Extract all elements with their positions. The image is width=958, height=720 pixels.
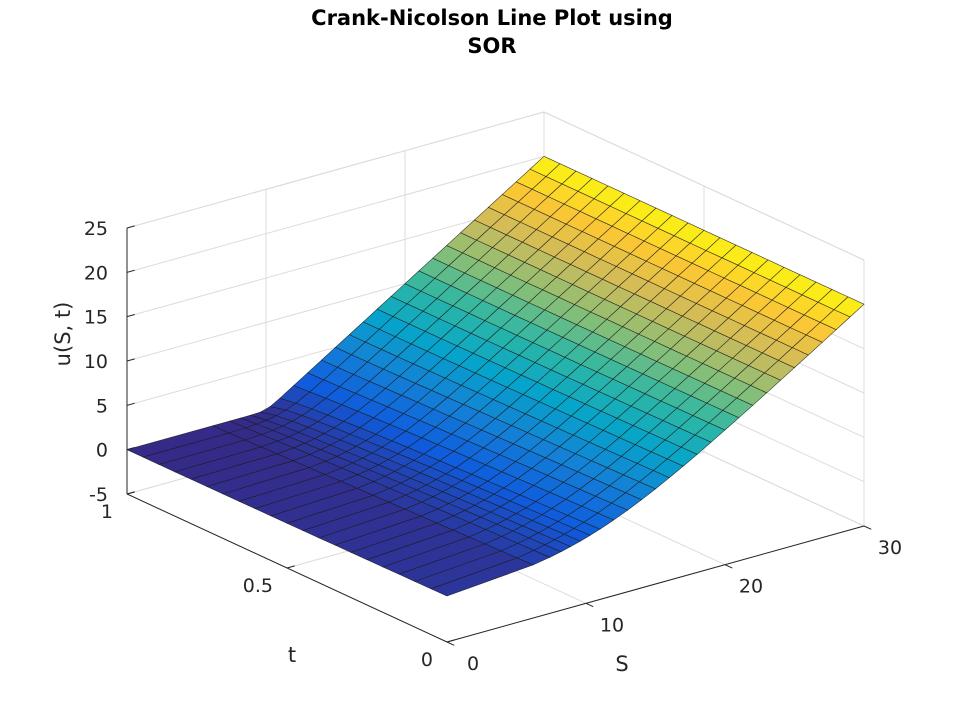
z-tick-label: 25 (84, 218, 108, 240)
z-tick-label: 10 (84, 351, 108, 373)
z-tick-mark (126, 269, 135, 273)
y-tick-label: 0.5 (243, 575, 273, 597)
x-tick-label: 30 (878, 537, 902, 559)
x-tick-mark (585, 602, 594, 608)
z-tick-mark (126, 402, 135, 406)
x-tick-label: 20 (739, 576, 763, 598)
z-tick-mark (126, 491, 135, 495)
surface-patch (833, 296, 865, 318)
x-tick-mark (724, 564, 733, 569)
box-edge (543, 111, 865, 261)
z-tick-mark (126, 314, 135, 318)
y-tick-mark (286, 565, 295, 569)
z-tick-mark (126, 225, 135, 229)
y-tick-mark (446, 639, 455, 643)
z-tick-label: 5 (96, 395, 108, 417)
box-edge (126, 111, 545, 229)
z-tick-label: 0 (96, 440, 108, 462)
x-tick-label: 0 (467, 653, 479, 675)
z-axis-label: u(S, t) (51, 302, 75, 367)
z-tick-mark (126, 358, 135, 362)
z-tick-label: 20 (84, 262, 108, 284)
z-tick-label: 15 (84, 307, 108, 329)
surface-plot (126, 155, 865, 597)
chart-title-line-2: SOR (467, 34, 516, 58)
tick-labels: 0 10 20 30 0 0.5 1-5 0 5 10 15 20 25 (84, 218, 902, 675)
grid-line-z (126, 155, 545, 273)
y-axis-label: t (288, 643, 296, 667)
y-tick-label: 1 (101, 501, 113, 523)
x-axis-line (446, 525, 865, 643)
x-tick-label: 10 (600, 614, 624, 636)
chart-title-line-1: Crank-Nicolson Line Plot using (311, 6, 673, 30)
z-tick-label: -5 (89, 484, 108, 506)
x-tick-mark (863, 525, 872, 530)
x-tick-mark (446, 641, 455, 646)
x-axis-label: S (615, 652, 628, 676)
y-tick-label: 0 (421, 649, 433, 671)
